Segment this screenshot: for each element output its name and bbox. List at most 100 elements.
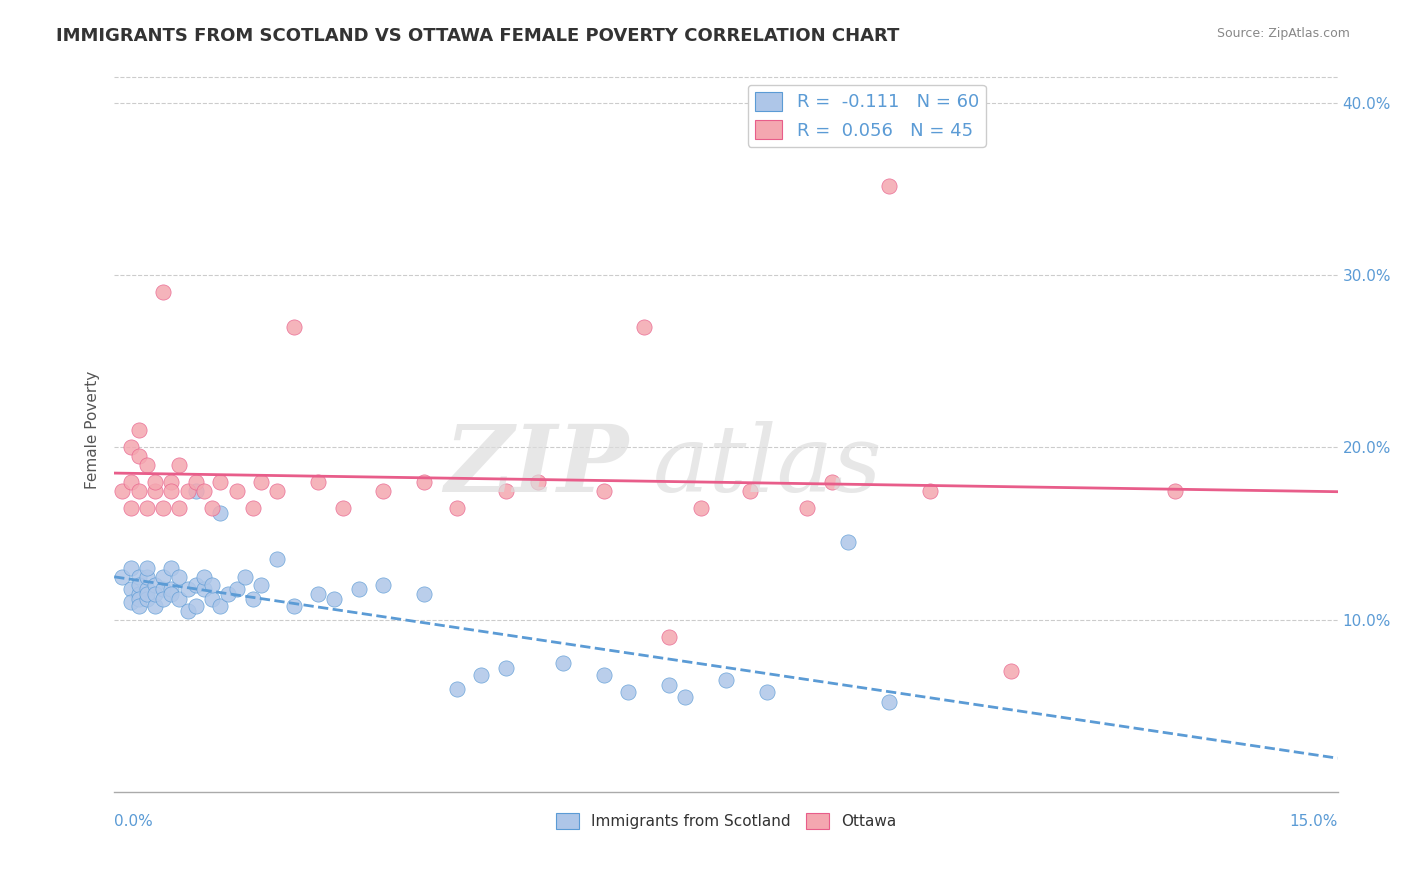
Point <box>837 535 859 549</box>
Point <box>283 599 305 613</box>
Point <box>160 582 183 596</box>
Point <box>128 449 150 463</box>
Point <box>135 587 157 601</box>
Point <box>201 592 224 607</box>
Point <box>176 483 198 498</box>
Point <box>120 561 142 575</box>
Point <box>169 458 191 472</box>
Point <box>135 592 157 607</box>
Point <box>143 483 166 498</box>
Point <box>347 582 370 596</box>
Point <box>135 500 157 515</box>
Point <box>111 569 134 583</box>
Point <box>193 582 215 596</box>
Point <box>242 592 264 607</box>
Point <box>1000 665 1022 679</box>
Point <box>193 483 215 498</box>
Point <box>184 578 207 592</box>
Point <box>446 681 468 696</box>
Point <box>169 569 191 583</box>
Point <box>201 500 224 515</box>
Point <box>1163 483 1185 498</box>
Point <box>225 483 247 498</box>
Point <box>184 483 207 498</box>
Point <box>143 475 166 489</box>
Point <box>714 673 737 687</box>
Point <box>821 475 844 489</box>
Point <box>266 552 288 566</box>
Text: atlas: atlas <box>652 421 882 511</box>
Point <box>111 483 134 498</box>
Point <box>266 483 288 498</box>
Point <box>755 685 778 699</box>
Text: 15.0%: 15.0% <box>1289 814 1337 829</box>
Point <box>120 582 142 596</box>
Point <box>413 475 436 489</box>
Point <box>592 483 614 498</box>
Point <box>184 475 207 489</box>
Point <box>592 668 614 682</box>
Point <box>233 569 256 583</box>
Point <box>877 695 900 709</box>
Point <box>128 569 150 583</box>
Point <box>128 578 150 592</box>
Point <box>201 578 224 592</box>
Point <box>152 569 174 583</box>
Point <box>135 569 157 583</box>
Y-axis label: Female Poverty: Female Poverty <box>86 371 100 490</box>
Point <box>143 578 166 592</box>
Point <box>307 587 329 601</box>
Point <box>495 661 517 675</box>
Point <box>495 483 517 498</box>
Point <box>128 592 150 607</box>
Point <box>160 561 183 575</box>
Point <box>283 319 305 334</box>
Point <box>120 500 142 515</box>
Point <box>160 483 183 498</box>
Point <box>184 599 207 613</box>
Point <box>673 690 696 705</box>
Point <box>633 319 655 334</box>
Point <box>307 475 329 489</box>
Point <box>176 582 198 596</box>
Point <box>225 582 247 596</box>
Text: 0.0%: 0.0% <box>114 814 153 829</box>
Point <box>209 506 232 520</box>
Point <box>193 569 215 583</box>
Point <box>242 500 264 515</box>
Point <box>323 592 346 607</box>
Point <box>120 475 142 489</box>
Point <box>152 285 174 300</box>
Point <box>373 483 395 498</box>
Point <box>160 475 183 489</box>
Point <box>143 599 166 613</box>
Point <box>617 685 640 699</box>
Point <box>918 483 941 498</box>
Point <box>690 500 713 515</box>
Point <box>217 587 239 601</box>
Text: ZIP: ZIP <box>444 421 628 511</box>
Point <box>332 500 354 515</box>
Point <box>250 475 273 489</box>
Point <box>176 604 198 618</box>
Text: Source: ZipAtlas.com: Source: ZipAtlas.com <box>1216 27 1350 40</box>
Point <box>128 599 150 613</box>
Point <box>120 595 142 609</box>
Point <box>135 561 157 575</box>
Point <box>152 500 174 515</box>
Point <box>169 592 191 607</box>
Point <box>169 500 191 515</box>
Point <box>373 578 395 592</box>
Point <box>143 587 166 601</box>
Point <box>135 582 157 596</box>
Point <box>128 423 150 437</box>
Point <box>152 582 174 596</box>
Point <box>152 592 174 607</box>
Point <box>413 587 436 601</box>
Point <box>796 500 818 515</box>
Point <box>209 599 232 613</box>
Point <box>740 483 762 498</box>
Point <box>658 630 681 644</box>
Point <box>250 578 273 592</box>
Point <box>209 475 232 489</box>
